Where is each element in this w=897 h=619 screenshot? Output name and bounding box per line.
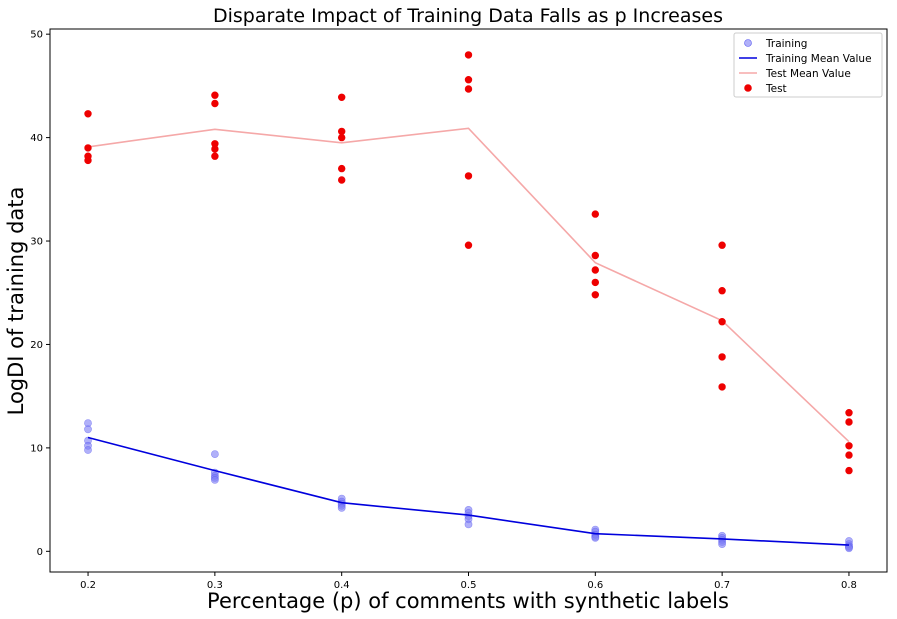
series-3-point-25: [718, 287, 726, 295]
series-3-point-17: [464, 172, 473, 180]
x-tick-label-6: 0.8: [841, 580, 857, 591]
series-3-point-22: [591, 278, 599, 287]
series-3-point-13: [338, 176, 346, 184]
series-0-point-4: [84, 446, 92, 454]
legend-symbol-3: [744, 84, 752, 92]
series-3-point-3: [84, 156, 92, 165]
x-axis: 0.2 0.3 0.4 0.5 0.6 0.7 0.8: [80, 572, 857, 591]
x-tick-label-4: 0.6: [587, 580, 603, 591]
series-3-point-15: [464, 75, 473, 84]
series-3-point-1: [84, 144, 92, 152]
series-3-point-24: [718, 241, 726, 249]
series-line-1: [87, 436, 850, 546]
series-3-point-5: [211, 99, 219, 108]
y-tick-label-3: 30: [30, 237, 43, 248]
legend-label-3: Test: [765, 83, 787, 95]
series-3-point-26: [718, 318, 726, 326]
series-3-point-18: [464, 241, 473, 249]
series-3-point-14: [464, 51, 473, 59]
x-tick-label-2: 0.4: [334, 580, 350, 591]
series-3-point-28: [718, 383, 726, 391]
x-axis-label: Percentage (p) of comments with syntheti…: [207, 589, 729, 613]
x-tick-label-0: 0.2: [80, 580, 96, 591]
series-3-point-8: [211, 152, 219, 160]
legend-label-2: Test Mean Value: [765, 68, 851, 80]
series-3-point-23: [591, 291, 599, 299]
legend-box: [733, 32, 883, 98]
series-3-point-33: [845, 466, 853, 475]
series-3-point-7: [211, 145, 219, 153]
x-tick-label-3: 0.5: [461, 580, 477, 591]
series-0-point-1: [84, 425, 92, 434]
series-3-point-19: [591, 210, 599, 218]
series-3-point-12: [338, 164, 346, 173]
series-3-point-32: [845, 451, 853, 459]
series-0-point-5: [210, 450, 219, 458]
series-3-point-21: [591, 266, 599, 274]
series-0-point-29: [718, 540, 726, 548]
series-3-point-27: [718, 353, 726, 361]
y-tick-label-5: 50: [30, 30, 43, 41]
y-tick-label-1: 10: [30, 443, 43, 454]
series-3-point-11: [338, 133, 346, 142]
legend-symbol-0: [744, 39, 752, 47]
series-3-point-20: [591, 251, 599, 260]
legend-label-1: Training Mean Value: [765, 53, 872, 65]
y-axis-label: LogDI of training data: [4, 187, 28, 416]
series-3-point-0: [84, 110, 92, 118]
y-axis: 0 10 20 30 40 50: [30, 30, 50, 558]
series-3-point-29: [845, 409, 853, 417]
y-tick-label-0: 0: [37, 547, 43, 558]
legend: Training Training Mean Value Test Mean Val…: [733, 32, 883, 98]
series-0-point-19: [464, 520, 473, 529]
chart-title: Disparate Impact of Training Data Falls …: [213, 5, 723, 27]
series-3-point-30: [845, 418, 853, 426]
legend-label-0: Training: [765, 38, 807, 50]
x-tick-label-1: 0.3: [207, 580, 223, 591]
series-0-point-9: [210, 475, 219, 484]
series-3-point-4: [211, 91, 219, 99]
y-tick-label-2: 20: [30, 340, 43, 351]
series-0-point-14: [337, 503, 346, 512]
series-3-point-9: [338, 93, 346, 102]
series-3-point-16: [464, 85, 473, 93]
series-3-point-31: [845, 442, 853, 450]
y-tick-label-4: 40: [30, 133, 43, 144]
x-tick-label-5: 0.7: [714, 580, 730, 591]
series-0-point-24: [591, 534, 600, 542]
series-3-point-10: [338, 127, 346, 136]
